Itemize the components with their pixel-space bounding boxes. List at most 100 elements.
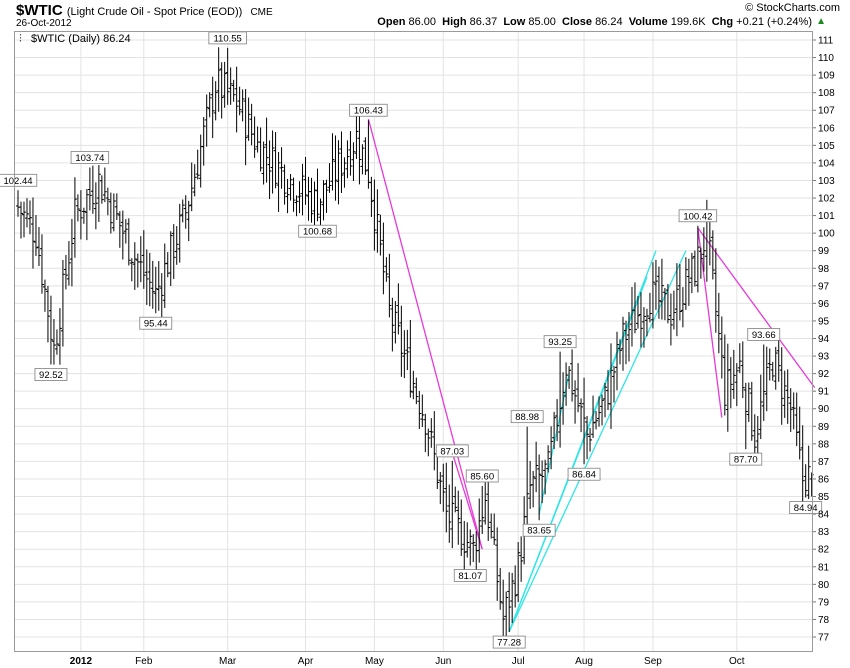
point-label-box bbox=[139, 316, 173, 330]
y-tick-label: 79 bbox=[818, 597, 830, 608]
point-label-box bbox=[789, 501, 823, 514]
chg-label: Chg bbox=[711, 16, 734, 28]
point-label-box bbox=[678, 209, 718, 223]
y-tick-label: 82 bbox=[818, 545, 830, 556]
point-label: 83.65 bbox=[527, 526, 551, 537]
high-label: High bbox=[442, 16, 467, 28]
x-axis: 2012 Feb Mar Apr May Jun Jul Aug Sep Oct bbox=[70, 656, 745, 667]
y-tick-label: 92 bbox=[818, 369, 830, 380]
volume-value: 199.6K bbox=[670, 16, 706, 28]
point-label: 84.94 bbox=[794, 503, 818, 514]
y-tick-label: 102 bbox=[818, 194, 835, 205]
point-label-box bbox=[298, 224, 337, 238]
x-tick-label: Feb bbox=[135, 656, 153, 667]
x-tick-label: 2012 bbox=[70, 656, 93, 667]
y-tick-label: 93 bbox=[818, 352, 830, 363]
y-tick-label: 78 bbox=[818, 615, 830, 626]
point-label: 102.44 bbox=[3, 176, 32, 187]
point-label: 77.28 bbox=[497, 638, 521, 649]
trendlines bbox=[367, 118, 816, 633]
y-tick-label: 103 bbox=[818, 176, 835, 187]
point-label: 93.66 bbox=[752, 330, 776, 341]
y-tick-label: 77 bbox=[818, 633, 830, 644]
point-label-box bbox=[465, 469, 499, 483]
x-tick-label: Apr bbox=[298, 656, 314, 667]
y-tick-label: 80 bbox=[818, 580, 830, 591]
bars-icon: ⫶ bbox=[19, 33, 22, 45]
point-labels: 102.44 92.52 103.74 95.44 110.55 100.68 106.43… bbox=[0, 31, 823, 649]
low-label: Low bbox=[503, 16, 526, 28]
chart-date: 26-Oct-2012 bbox=[16, 18, 72, 29]
y-tick-label: 104 bbox=[818, 158, 835, 169]
y-tick-label: 90 bbox=[818, 404, 830, 415]
point-label: 88.98 bbox=[515, 412, 539, 423]
point-label-box bbox=[453, 569, 487, 582]
symbol: $WTIC bbox=[16, 2, 63, 19]
point-label-box bbox=[435, 444, 469, 458]
point-label: 93.25 bbox=[548, 337, 572, 348]
y-tick-label: 87 bbox=[818, 457, 830, 468]
y-tick-label: 88 bbox=[818, 439, 830, 450]
y-tick-label: 100 bbox=[818, 229, 835, 240]
point-label: 92.52 bbox=[39, 370, 63, 381]
x-tick-label: Mar bbox=[219, 656, 237, 667]
chart-title: $WTIC (Light Crude Oil - Spot Price (EOD… bbox=[16, 2, 273, 19]
point-label-box bbox=[543, 335, 577, 349]
x-tick-label: Jul bbox=[512, 656, 525, 667]
open-value: 86.00 bbox=[408, 16, 437, 28]
close-label: Close bbox=[562, 16, 592, 28]
x-tick-label: Aug bbox=[575, 656, 593, 667]
y-tick-label: 106 bbox=[818, 123, 835, 134]
high-value: 86.37 bbox=[469, 16, 498, 28]
point-label: 85.60 bbox=[470, 471, 494, 482]
x-tick-label: Oct bbox=[729, 656, 745, 667]
y-tick-label: 83 bbox=[818, 527, 830, 538]
y-tick-label: 91 bbox=[818, 387, 830, 398]
volume-label: Volume bbox=[628, 16, 668, 28]
point-label-box bbox=[567, 467, 601, 481]
y-tick-label: 111 bbox=[818, 36, 834, 47]
symbol-description: (Light Crude Oil - Spot Price (EOD)) bbox=[66, 6, 243, 18]
point-label: 81.07 bbox=[458, 571, 482, 582]
y-tick-label: 109 bbox=[818, 71, 835, 82]
y-tick-label: 95 bbox=[818, 316, 830, 327]
up-arrow-icon: ▲ bbox=[816, 16, 826, 27]
plot-label: $WTIC (Daily) 86.24 bbox=[31, 33, 131, 45]
y-tick-label: 98 bbox=[818, 264, 830, 275]
trendline bbox=[697, 227, 816, 389]
price-bars bbox=[16, 47, 814, 642]
point-label: 95.44 bbox=[144, 319, 168, 330]
trendline bbox=[508, 276, 648, 632]
y-tick-label: 99 bbox=[818, 246, 830, 257]
grid-lines bbox=[15, 32, 812, 652]
brand: © StockCharts.com bbox=[745, 2, 840, 14]
low-value: 85.00 bbox=[528, 16, 556, 28]
point-label-box bbox=[70, 151, 110, 164]
point-label-box bbox=[729, 452, 763, 466]
point-label-box bbox=[34, 368, 68, 381]
point-label: 103.74 bbox=[75, 153, 104, 164]
y-tick-label: 110 bbox=[818, 53, 834, 64]
trendline bbox=[367, 118, 483, 550]
plot-frame bbox=[14, 31, 813, 652]
point-label-box bbox=[510, 410, 544, 424]
x-tick-label: Sep bbox=[644, 656, 662, 667]
y-axis: 77 78 79 80 81 82 83 84 85 86 87 88 89 90 91 92 93 94 95 96… bbox=[812, 36, 835, 644]
open-label: Open bbox=[377, 16, 406, 28]
x-tick-label: May bbox=[365, 656, 384, 667]
point-label: 100.68 bbox=[303, 227, 332, 238]
point-label-box bbox=[522, 523, 556, 537]
point-label: 106.43 bbox=[354, 106, 383, 117]
point-label-box bbox=[0, 173, 38, 187]
close-value: 86.24 bbox=[595, 16, 623, 28]
y-tick-label: 89 bbox=[818, 422, 830, 433]
point-label: 86.84 bbox=[572, 470, 596, 481]
trendline bbox=[508, 250, 687, 633]
plot-label-group: ⫶ $WTIC (Daily) 86.24 bbox=[19, 33, 131, 45]
stats-bar: Open 86.00 High 86.37 Low 85.00 Close 86… bbox=[377, 16, 812, 28]
y-tick-label: 85 bbox=[818, 492, 830, 503]
point-label: 87.03 bbox=[440, 446, 464, 457]
point-label: 110.55 bbox=[213, 33, 241, 44]
trendline bbox=[451, 452, 483, 550]
y-tick-label: 107 bbox=[818, 106, 835, 117]
